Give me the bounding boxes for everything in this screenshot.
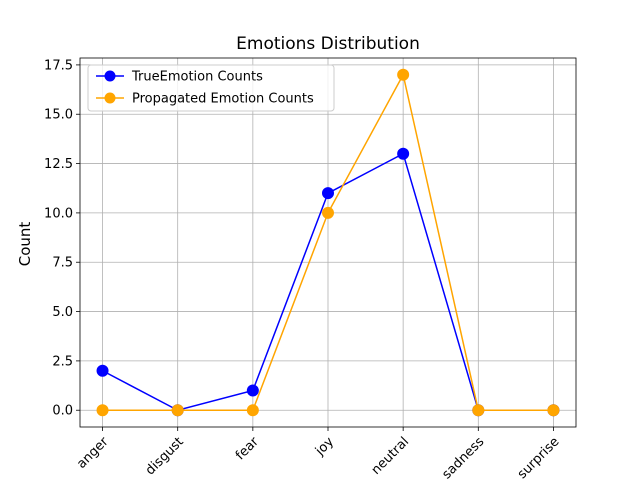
plot-frame <box>79 57 577 428</box>
chart-title: Emotions Distribution <box>236 34 420 54</box>
data-point <box>171 404 184 417</box>
y-tick-label: 17.5 <box>44 58 73 73</box>
legend-box <box>87 64 335 112</box>
data-point <box>96 364 109 377</box>
legend-marker <box>104 70 116 82</box>
legend-marker <box>104 92 116 104</box>
legend-entry: Propagated Emotion Counts <box>96 92 314 107</box>
data-point <box>322 187 334 200</box>
data-point <box>397 147 410 160</box>
legend-label: Propagated Emotion Counts <box>132 92 314 107</box>
y-tick-label: 15.0 <box>44 108 73 123</box>
legend: TrueEmotion Counts Propagated Emotion Cou… <box>87 64 335 112</box>
legend-label: TrueEmotion Counts <box>131 70 263 85</box>
y-tick-label: 12.5 <box>44 157 73 172</box>
data-point <box>246 404 259 417</box>
data-point <box>472 404 485 417</box>
y-tick-label: 2.5 <box>52 354 73 369</box>
y-axis-title: Count <box>16 222 34 267</box>
data-point <box>547 404 560 417</box>
series-2 <box>96 68 560 417</box>
data-point <box>322 206 334 219</box>
legend-entry: TrueEmotion Counts <box>96 70 263 85</box>
data-point <box>397 68 410 81</box>
series-lines <box>96 68 560 417</box>
data-point <box>246 384 259 397</box>
data-point <box>96 404 109 417</box>
y-tick-label: 7.5 <box>52 256 73 271</box>
y-tick-label: 5.0 <box>52 305 73 320</box>
y-tick-label: 10.0 <box>44 206 73 221</box>
y-tick-label: 0.0 <box>52 404 73 419</box>
